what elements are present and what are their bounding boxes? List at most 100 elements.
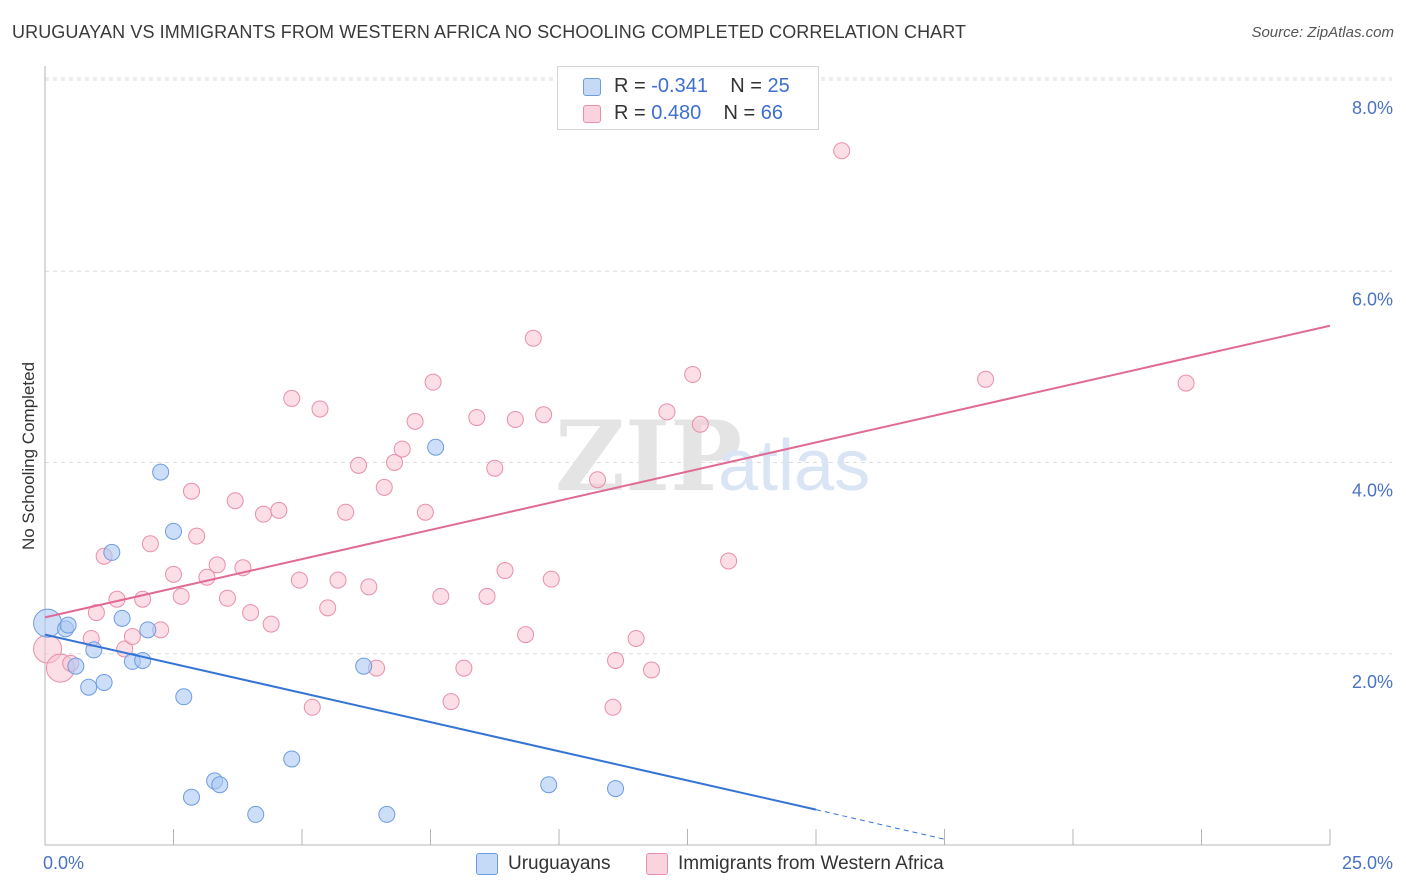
data-point-immigrants <box>833 142 851 160</box>
data-point-immigrants <box>468 409 486 427</box>
data-point-uruguayans <box>211 776 229 794</box>
data-point-immigrants <box>290 571 308 589</box>
y-axis-title: No Schooling Completed <box>19 362 38 550</box>
data-point-immigrants <box>517 626 535 644</box>
data-point-immigrants <box>182 482 200 500</box>
data-point-uruguayans <box>67 657 85 675</box>
data-point-immigrants <box>589 471 607 489</box>
y-tick-label: 2.0% <box>1352 672 1393 692</box>
data-point-immigrants <box>1177 374 1195 392</box>
data-point-immigrants <box>496 562 514 580</box>
series-immigrants-points <box>33 142 1195 716</box>
data-point-immigrants <box>424 373 442 391</box>
data-point-immigrants <box>524 329 542 347</box>
legend-swatch-pink <box>646 853 668 875</box>
legend-label-uruguayans: Uruguayans <box>508 853 611 874</box>
data-point-immigrants <box>478 587 496 605</box>
data-point-immigrants <box>337 503 355 521</box>
chart-title: URUGUAYAN VS IMMIGRANTS FROM WESTERN AFR… <box>12 22 967 42</box>
data-point-uruguayans <box>378 805 396 823</box>
data-point-immigrants <box>208 556 226 574</box>
data-point-immigrants <box>254 505 272 523</box>
data-point-uruguayans <box>355 657 373 675</box>
data-point-immigrants <box>720 552 738 570</box>
data-point-uruguayans <box>139 621 157 639</box>
data-point-uruguayans <box>247 805 265 823</box>
data-point-immigrants <box>319 599 337 617</box>
data-point-immigrants <box>165 565 182 583</box>
data-point-immigrants <box>416 503 434 521</box>
data-point-uruguayans <box>33 608 63 638</box>
data-point-immigrants <box>311 400 329 418</box>
data-point-immigrants <box>604 698 622 716</box>
data-point-immigrants <box>360 578 378 596</box>
trend-lines <box>44 324 1331 840</box>
data-point-immigrants <box>535 406 553 424</box>
data-point-immigrants <box>283 389 301 407</box>
data-point-immigrants <box>218 589 236 607</box>
legend-r-label: R = <box>614 102 646 124</box>
data-point-uruguayans <box>165 522 182 540</box>
legend-n-label: N = <box>730 75 762 97</box>
data-point-immigrants <box>506 410 524 428</box>
series-uruguayans-points <box>33 438 625 823</box>
data-point-uruguayans <box>427 438 445 456</box>
data-point-immigrants <box>172 587 190 605</box>
data-point-immigrants <box>393 440 411 458</box>
data-point-immigrants <box>643 661 661 679</box>
data-point-immigrants <box>141 535 159 553</box>
data-point-immigrants <box>432 587 450 605</box>
data-point-immigrants <box>242 604 260 622</box>
legend-n-label: N = <box>723 102 756 124</box>
data-point-uruguayans <box>152 463 170 481</box>
data-point-immigrants <box>691 415 709 433</box>
data-point-uruguayans <box>283 750 301 768</box>
legend-label-immigrants: Immigrants from Western Africa <box>678 853 944 874</box>
legend-swatch-pink <box>583 105 601 123</box>
data-point-uruguayans <box>59 616 77 634</box>
chart-source: Source: ZipAtlas.com <box>1251 24 1394 41</box>
correlation-legend: R = -0.341 N = 25 R = 0.480 N = 66 <box>557 66 819 130</box>
data-point-uruguayans <box>182 788 200 806</box>
data-point-uruguayans <box>175 688 193 706</box>
data-point-uruguayans <box>103 543 121 561</box>
watermark: ZIP atlas <box>555 400 870 513</box>
y-tick-label: 8.0% <box>1352 98 1393 118</box>
data-point-uruguayans <box>95 673 113 691</box>
data-point-immigrants <box>87 604 105 622</box>
x-tick-label: 0.0% <box>43 853 84 873</box>
data-point-uruguayans <box>540 776 558 794</box>
legend-r-label: R = <box>614 75 646 97</box>
data-point-immigrants <box>684 366 702 384</box>
data-point-immigrants <box>375 478 393 496</box>
data-point-immigrants <box>658 403 676 421</box>
trend-line-uruguayans <box>44 633 817 811</box>
data-point-immigrants <box>977 370 995 388</box>
data-point-immigrants <box>607 651 625 669</box>
data-point-immigrants <box>123 628 141 646</box>
y-tick-label: 4.0% <box>1352 481 1393 501</box>
data-point-immigrants <box>486 459 504 477</box>
data-point-uruguayans <box>80 678 98 696</box>
data-point-uruguayans <box>113 609 131 627</box>
axes <box>44 66 1331 846</box>
legend-swatch-blue <box>476 853 498 875</box>
legend-r-value: 0.480 <box>651 102 702 124</box>
data-point-immigrants <box>442 693 460 711</box>
data-point-immigrants <box>188 527 206 545</box>
tick-labels: 2.0% 4.0% 6.0% 8.0% 0.0% 25.0% <box>43 98 1393 873</box>
x-tick-label: 25.0% <box>1342 853 1393 873</box>
legend-n-value: 66 <box>760 102 784 124</box>
legend-swatch-blue <box>583 78 601 96</box>
watermark-atlas: atlas <box>718 426 870 506</box>
data-point-immigrants <box>303 698 321 716</box>
data-point-immigrants <box>386 454 404 471</box>
y-tick-label: 6.0% <box>1352 289 1393 309</box>
data-point-immigrants <box>542 570 560 588</box>
data-point-immigrants <box>627 629 645 647</box>
data-point-immigrants <box>262 615 280 633</box>
data-point-immigrants <box>226 492 244 510</box>
data-point-uruguayans <box>607 780 625 798</box>
trend-line-immigrants <box>44 324 1331 619</box>
